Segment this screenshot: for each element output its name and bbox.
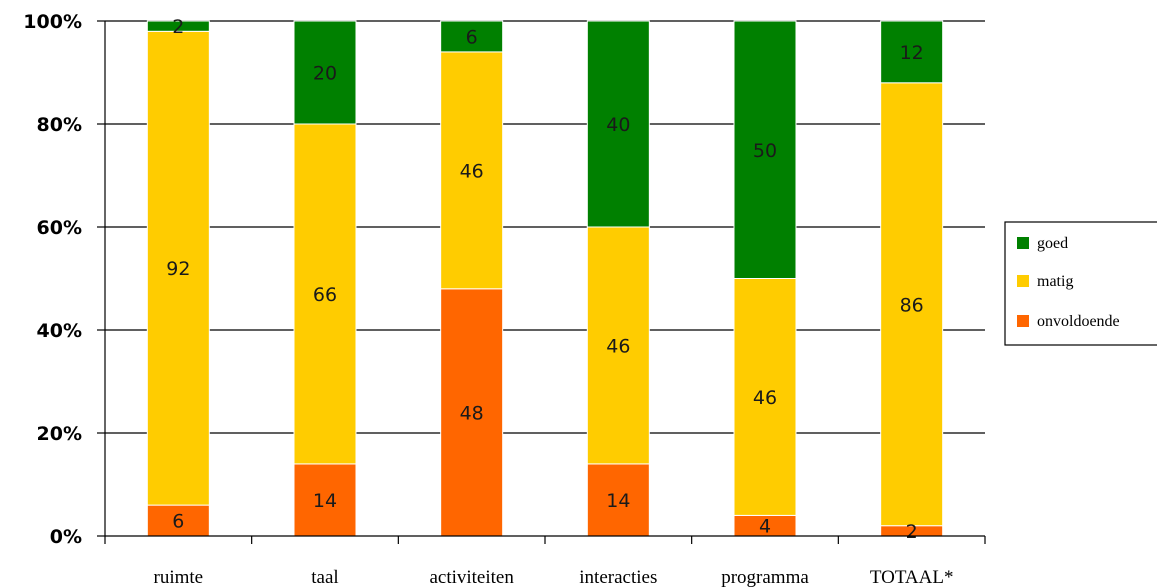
bar-segment-goed	[586, 20, 650, 228]
data-labels: 6 92 2 14 66 20 48 46 6 14 46 40 4 46 50 2 86 12	[166, 16, 924, 543]
data-label-goed: 12	[900, 42, 924, 64]
x-tick-labels: ruimte taal activiteiten interacties program…	[154, 567, 954, 588]
data-label-matig: 46	[753, 387, 777, 409]
x-tick-label: ruimte	[154, 567, 204, 588]
x-tick-label: activiteiten	[429, 567, 514, 588]
bar-segment-matig	[293, 123, 357, 465]
legend-label-onvoldoende: onvoldoende	[1037, 313, 1120, 330]
bars	[146, 20, 944, 537]
legend-swatch-matig	[1017, 275, 1029, 287]
legend-swatch-goed	[1017, 237, 1029, 249]
legend: goed matig onvoldoende	[1004, 221, 1157, 346]
data-label-onvoldoende: 2	[906, 521, 918, 543]
bar-segment-goed	[733, 20, 797, 279]
legend-label-goed: goed	[1037, 235, 1068, 252]
data-label-goed: 20	[313, 63, 337, 85]
x-tick-label: programma	[721, 567, 809, 588]
data-label-goed: 50	[753, 140, 777, 162]
y-tick-label: 100%	[23, 11, 82, 33]
data-label-onvoldoende: 14	[313, 490, 337, 512]
bar-segment-onvoldoende	[293, 463, 357, 537]
gridlines	[105, 20, 985, 434]
x-tick-label: interacties	[579, 567, 657, 588]
bar-segment-onvoldoende	[586, 463, 650, 537]
data-label-matig: 66	[313, 284, 337, 306]
y-tick-label: 80%	[37, 114, 82, 136]
data-label-onvoldoende: 14	[606, 490, 630, 512]
data-label-goed: 40	[606, 114, 630, 136]
bar-segment-goed	[880, 20, 944, 84]
x-tick-label: TOTAAL*	[870, 567, 954, 588]
y-tick-label: 20%	[37, 423, 82, 445]
y-tick-labels: 0% 20% 40% 60% 80% 100%	[23, 11, 82, 548]
legend-swatch-onvoldoende	[1017, 315, 1029, 327]
data-label-matig: 46	[460, 160, 484, 182]
legend-box	[1004, 221, 1157, 346]
bar-segment-matig	[586, 226, 650, 465]
axes	[97, 20, 986, 544]
data-label-onvoldoende: 48	[460, 402, 484, 424]
bar-segment-matig	[146, 30, 210, 506]
data-label-onvoldoende: 6	[172, 511, 184, 533]
data-label-matig: 86	[900, 294, 924, 316]
bar-segment-goed	[293, 20, 357, 125]
y-tick-label: 0%	[50, 526, 82, 548]
y-tick-label: 40%	[37, 320, 82, 342]
legend-label-matig: matig	[1037, 273, 1073, 290]
bar-segment-onvoldoende	[146, 504, 210, 537]
bar-segment-goed	[146, 20, 210, 32]
data-label-goed: 6	[466, 26, 478, 48]
bar-segment-matig	[880, 82, 944, 527]
bar-segment-goed	[440, 20, 504, 53]
data-label-goed: 2	[172, 16, 184, 38]
data-label-matig: 92	[166, 258, 190, 280]
data-label-matig: 46	[606, 335, 630, 357]
bar-segment-matig	[733, 278, 797, 516]
bar-segment-onvoldoende	[440, 288, 504, 537]
y-tick-label: 60%	[37, 217, 82, 239]
data-label-onvoldoende: 4	[759, 516, 771, 538]
x-tick-label: taal	[311, 567, 338, 588]
